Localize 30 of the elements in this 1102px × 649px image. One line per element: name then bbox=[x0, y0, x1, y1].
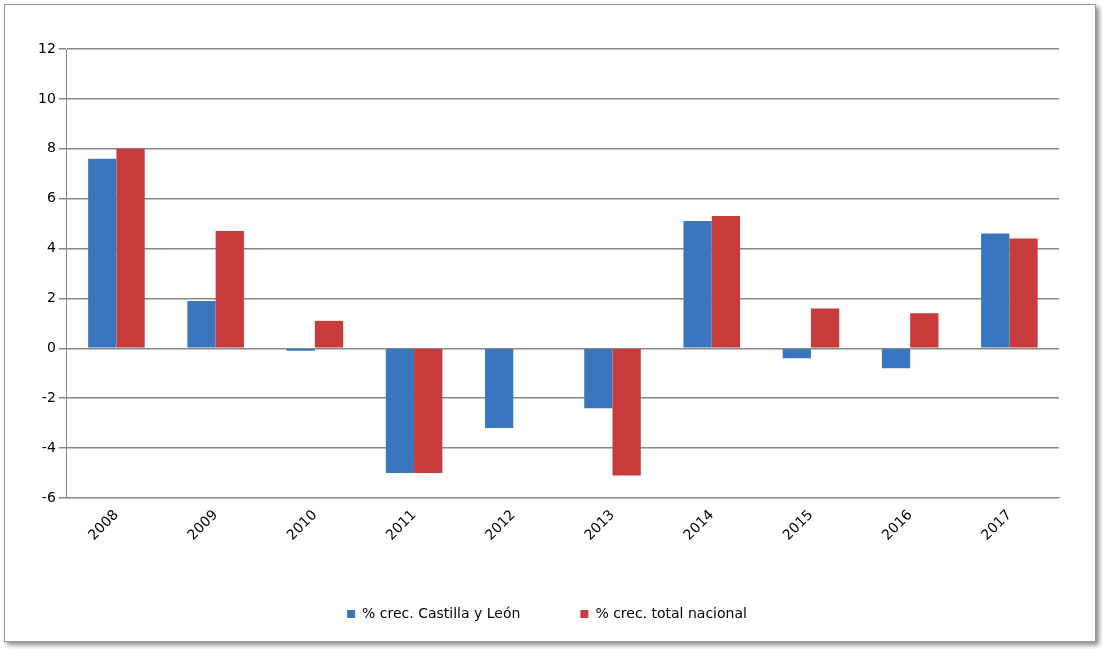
bar bbox=[782, 349, 811, 359]
bar bbox=[485, 349, 514, 429]
bar bbox=[1009, 238, 1038, 348]
y-tick-label: 4 bbox=[46, 239, 56, 256]
y-tick-label: -6 bbox=[41, 488, 56, 505]
bar bbox=[981, 233, 1010, 348]
y-tick-label: 10 bbox=[37, 89, 56, 106]
bar bbox=[215, 231, 244, 348]
y-tick-label: -2 bbox=[41, 388, 56, 405]
bar bbox=[881, 349, 911, 369]
legend-label: % crec. total nacional bbox=[595, 604, 747, 621]
bar bbox=[810, 308, 840, 348]
bar bbox=[187, 300, 216, 348]
legend-label: % crec. Castilla y León bbox=[362, 604, 521, 621]
bar bbox=[385, 349, 415, 473]
bar bbox=[612, 349, 641, 476]
y-tick-label: 8 bbox=[46, 139, 56, 156]
bar bbox=[314, 320, 344, 348]
bar bbox=[910, 313, 939, 348]
y-tick-label: 12 bbox=[37, 39, 56, 56]
y-tick-label: 6 bbox=[46, 189, 56, 206]
y-tick-label: 2 bbox=[46, 289, 56, 306]
y-tick-label: 0 bbox=[46, 338, 56, 355]
bar bbox=[116, 148, 145, 348]
bar bbox=[683, 221, 712, 348]
bar bbox=[584, 349, 613, 409]
bar bbox=[414, 349, 443, 473]
bar bbox=[88, 158, 117, 348]
y-tick-label: -4 bbox=[41, 438, 56, 455]
bar bbox=[711, 216, 741, 348]
